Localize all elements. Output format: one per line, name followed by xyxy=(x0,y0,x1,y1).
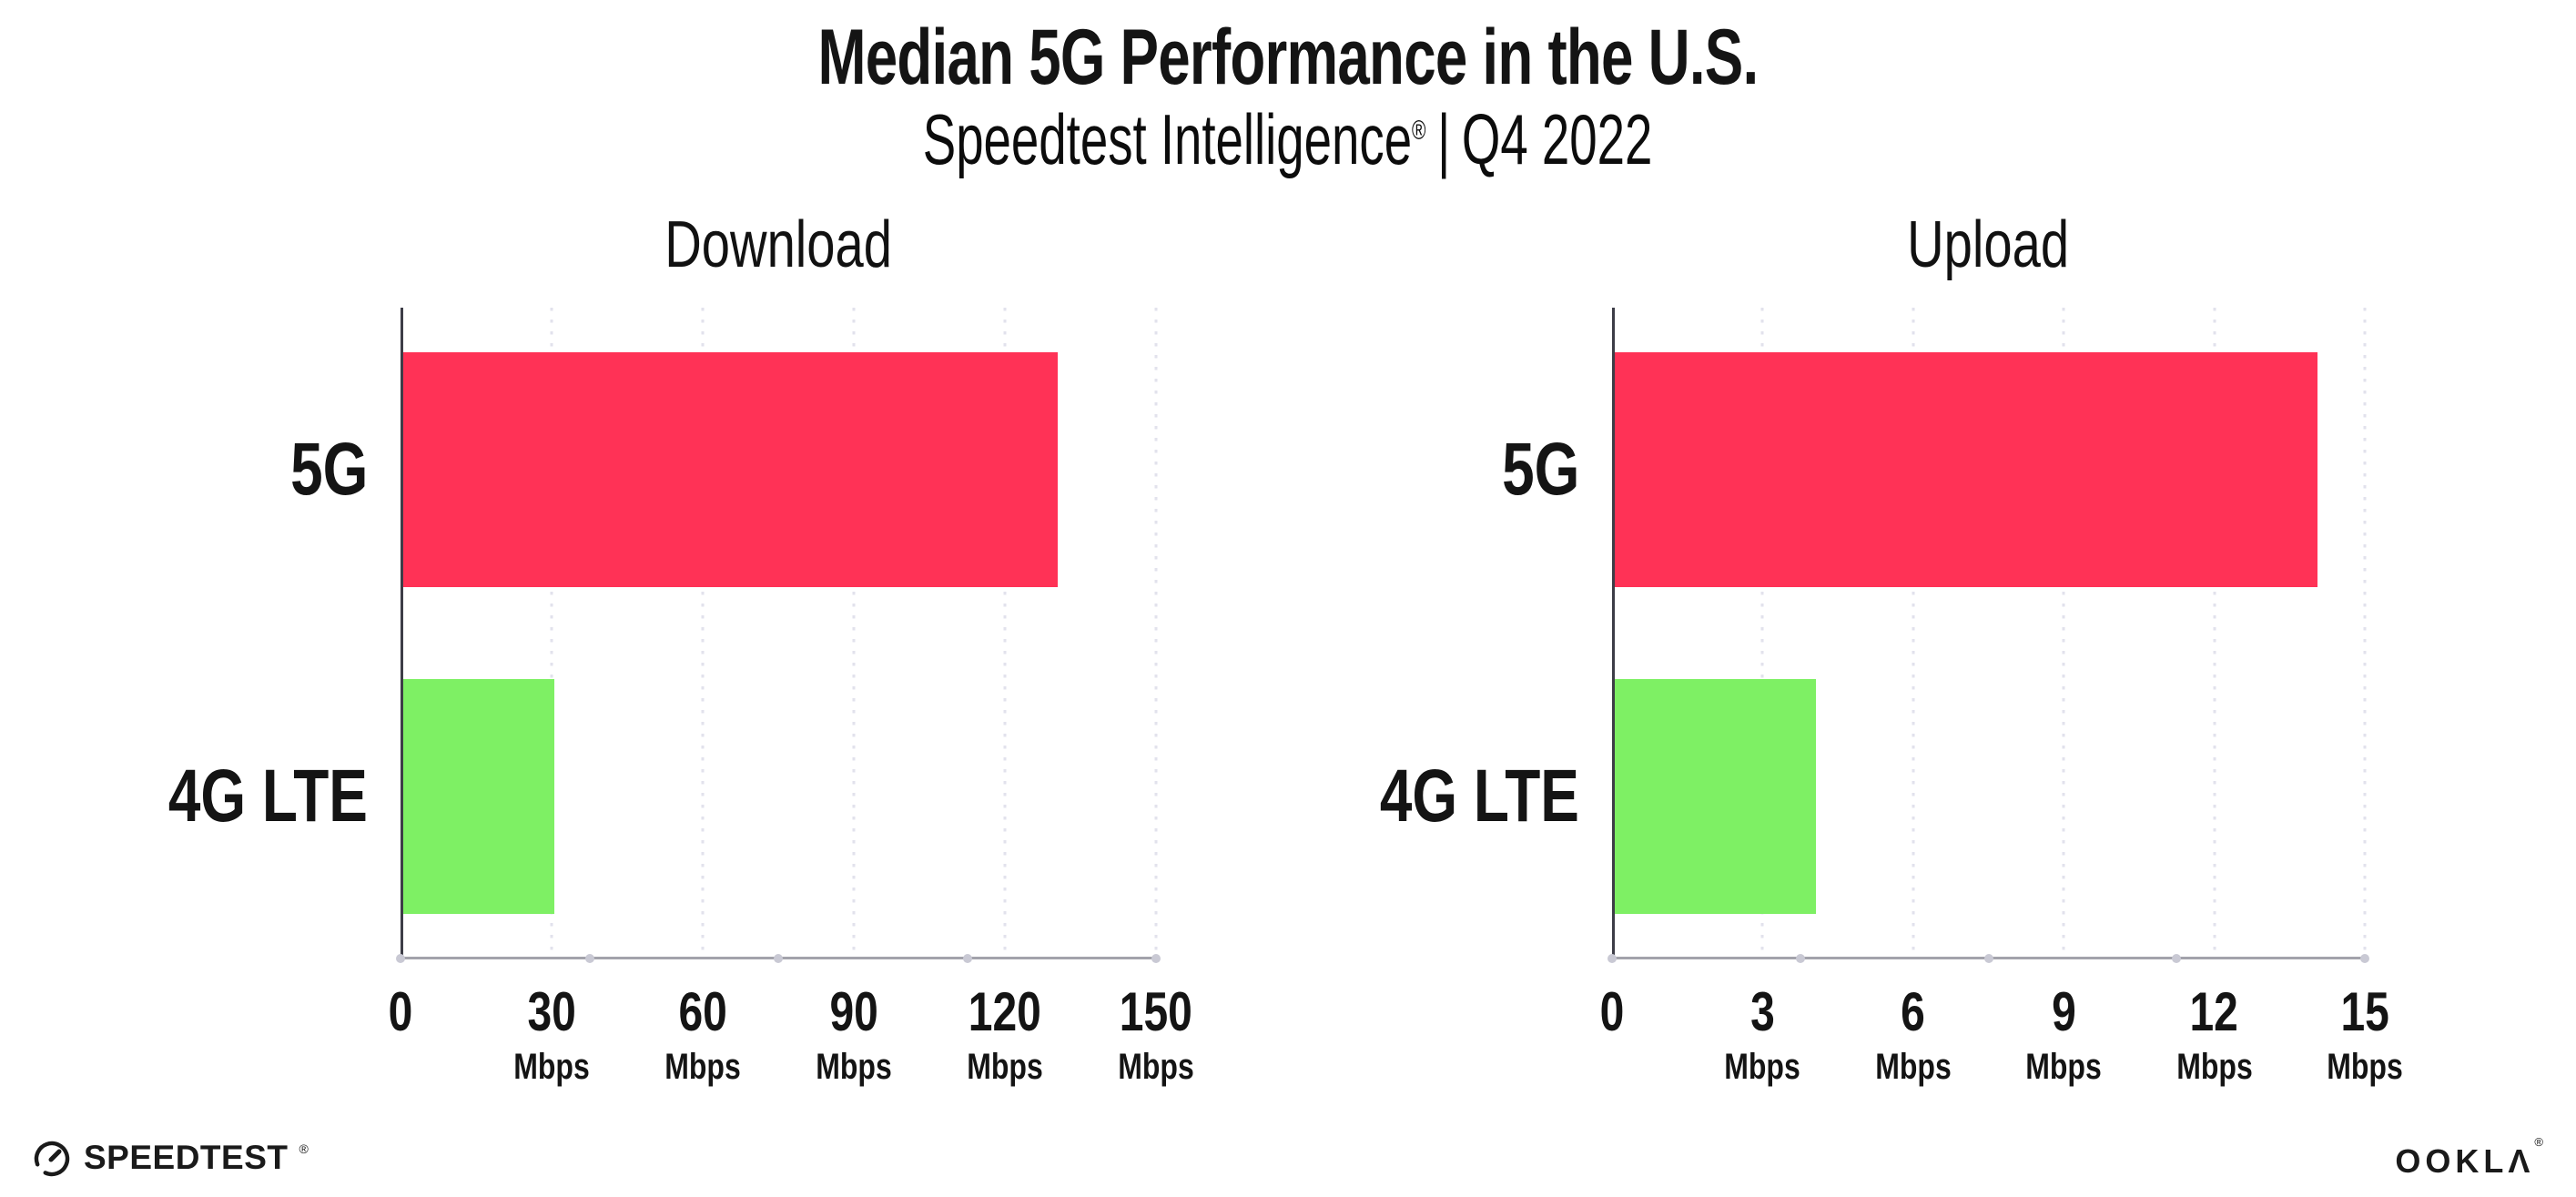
subtitle-separator: | xyxy=(1437,99,1451,179)
gridline xyxy=(1760,308,1764,959)
tick-label: 0 xyxy=(1599,981,1625,1042)
tick-label: 150 Mbps xyxy=(1118,981,1194,1087)
y-axis-line xyxy=(1612,308,1615,961)
tick-label: 6 Mbps xyxy=(1875,981,1952,1087)
tick-label: 30 Mbps xyxy=(513,981,590,1087)
bar-5g-download xyxy=(403,352,1059,587)
tick-label: 9 Mbps xyxy=(2025,981,2102,1087)
category-label-4g-lte: 4G LTE xyxy=(1379,755,1579,837)
y-axis-line xyxy=(401,308,403,961)
upload-plot-area: 5G 4G LTE xyxy=(1380,308,2369,963)
gridline xyxy=(2213,308,2216,959)
page-title-text: Median 5G Performance in the U.S. xyxy=(817,14,1760,101)
axis-dot xyxy=(1983,954,1993,963)
page-subtitle: Speedtest Intelligence® | Q4 2022 xyxy=(0,98,2576,181)
axis-dot xyxy=(1795,954,1805,963)
subtitle-period: Q4 2022 xyxy=(1462,99,1653,179)
gridline xyxy=(1003,308,1007,959)
gridline xyxy=(1154,308,1158,959)
category-label-5g: 5G xyxy=(1501,428,1579,511)
download-chart-title: Download xyxy=(664,208,892,281)
axis-dot xyxy=(2172,954,2182,963)
gridline xyxy=(2062,308,2065,959)
tick-label: 90 Mbps xyxy=(816,981,892,1087)
speedtest-registered-icon: ® xyxy=(299,1141,309,1156)
category-label-4g-lte: 4G LTE xyxy=(167,755,368,837)
upload-chart: Upload 5G 4G LTE 0 xyxy=(1380,208,2403,1085)
axis-dot xyxy=(1607,954,1617,963)
upload-chart-title: Upload xyxy=(1907,208,2070,281)
axis-dot xyxy=(2360,954,2369,963)
category-label-5g: 5G xyxy=(289,428,368,511)
subtitle-brand: Speedtest Intelligence xyxy=(923,99,1413,179)
gridline xyxy=(2363,308,2367,959)
ookla-logo: OOKLΛ® xyxy=(2395,1135,2543,1181)
speedtest-wordmark: SPEEDTEST xyxy=(84,1139,289,1176)
tick-label: 120 Mbps xyxy=(967,981,1043,1087)
page-title: Median 5G Performance in the U.S. xyxy=(0,13,2576,103)
gridline xyxy=(852,308,856,959)
gridline xyxy=(701,308,705,959)
axis-dot xyxy=(1151,954,1161,963)
gridline xyxy=(550,308,553,959)
axis-dot xyxy=(396,954,405,963)
tick-label: 60 Mbps xyxy=(664,981,741,1087)
gridline xyxy=(1912,308,1915,959)
registered-mark-icon: ® xyxy=(1412,116,1426,146)
axis-dot xyxy=(962,954,972,963)
axis-dot xyxy=(584,954,594,963)
tick-label: 0 xyxy=(388,981,413,1042)
speedtest-logo: SPEEDTEST ® xyxy=(31,1137,309,1179)
bar-5g-upload xyxy=(1615,352,2317,587)
ookla-registered-icon: ® xyxy=(2534,1135,2543,1149)
tick-label: 12 Mbps xyxy=(2175,981,2253,1087)
tick-label: 3 Mbps xyxy=(1724,981,1801,1087)
axis-dot xyxy=(774,954,783,963)
bar-4g-lte-download xyxy=(403,679,554,914)
tick-label: 15 Mbps xyxy=(2327,981,2403,1087)
bar-4g-lte-upload xyxy=(1615,679,1816,914)
page-subtitle-text: Speedtest Intelligence® | Q4 2022 xyxy=(923,98,1653,181)
download-chart: Download 5G 4G LTE 0 xyxy=(168,208,1194,1085)
ookla-wordmark: OOKLΛ xyxy=(2395,1142,2535,1180)
speedtest-gauge-icon xyxy=(34,1141,70,1177)
download-plot-area: 5G 4G LTE xyxy=(168,308,1161,963)
